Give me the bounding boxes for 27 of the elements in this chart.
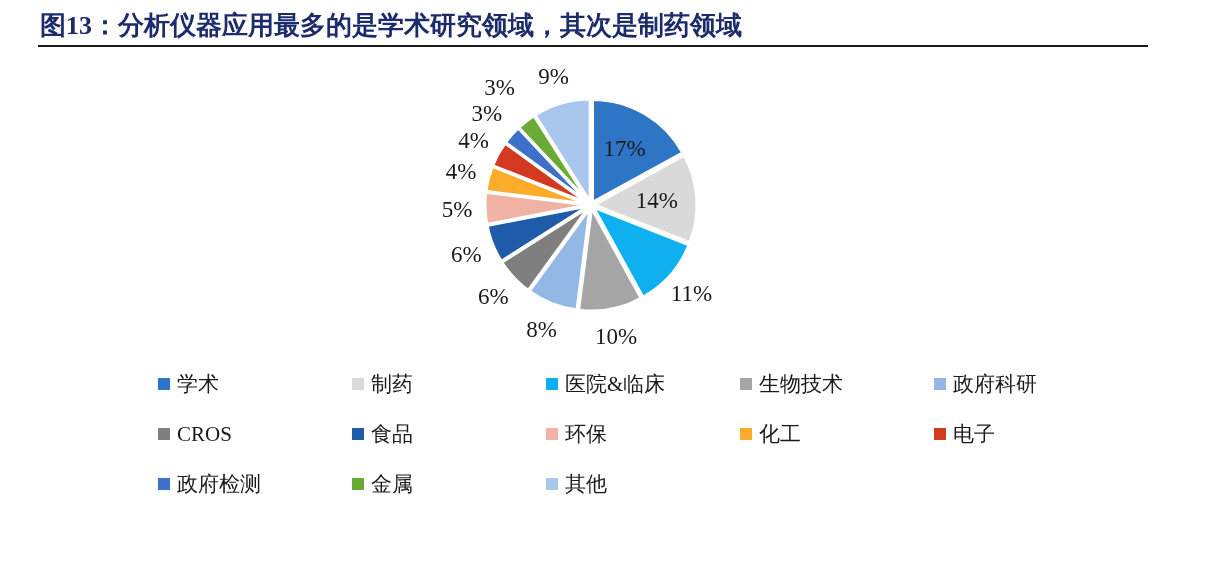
legend-label: 电子 (953, 422, 995, 446)
data-label: 5% (441, 196, 473, 222)
data-label: 9% (538, 63, 569, 89)
data-label: 14% (635, 188, 678, 214)
legend-label: 学术 (177, 372, 219, 396)
legend-label: 其他 (565, 472, 607, 496)
legend-label: 食品 (371, 422, 413, 446)
legend-label: 医院&临床 (565, 372, 666, 396)
data-label: 6% (477, 284, 509, 310)
legend-label: 政府科研 (953, 372, 1037, 396)
data-label: 6% (451, 241, 482, 267)
legend-label: 金属 (371, 472, 413, 496)
legend-label: 化工 (759, 422, 801, 446)
legend-label: 制药 (371, 372, 413, 396)
data-label: 10% (595, 324, 638, 350)
legend-label: CROS (177, 422, 232, 446)
data-label: 3% (484, 74, 516, 100)
legend-label: 政府检测 (177, 472, 261, 496)
legend-label: 环保 (565, 422, 607, 446)
chart-title: 图13：分析仪器应用最多的是学术研究领域，其次是制药领域 (40, 11, 742, 40)
data-label: 8% (526, 317, 558, 343)
data-label: 4% (445, 159, 477, 185)
data-label: 3% (471, 100, 503, 126)
data-label: 4% (458, 127, 489, 153)
legend-label: 生物技术 (759, 372, 843, 396)
data-label: 17% (603, 135, 646, 161)
data-label: 11% (670, 281, 713, 307)
